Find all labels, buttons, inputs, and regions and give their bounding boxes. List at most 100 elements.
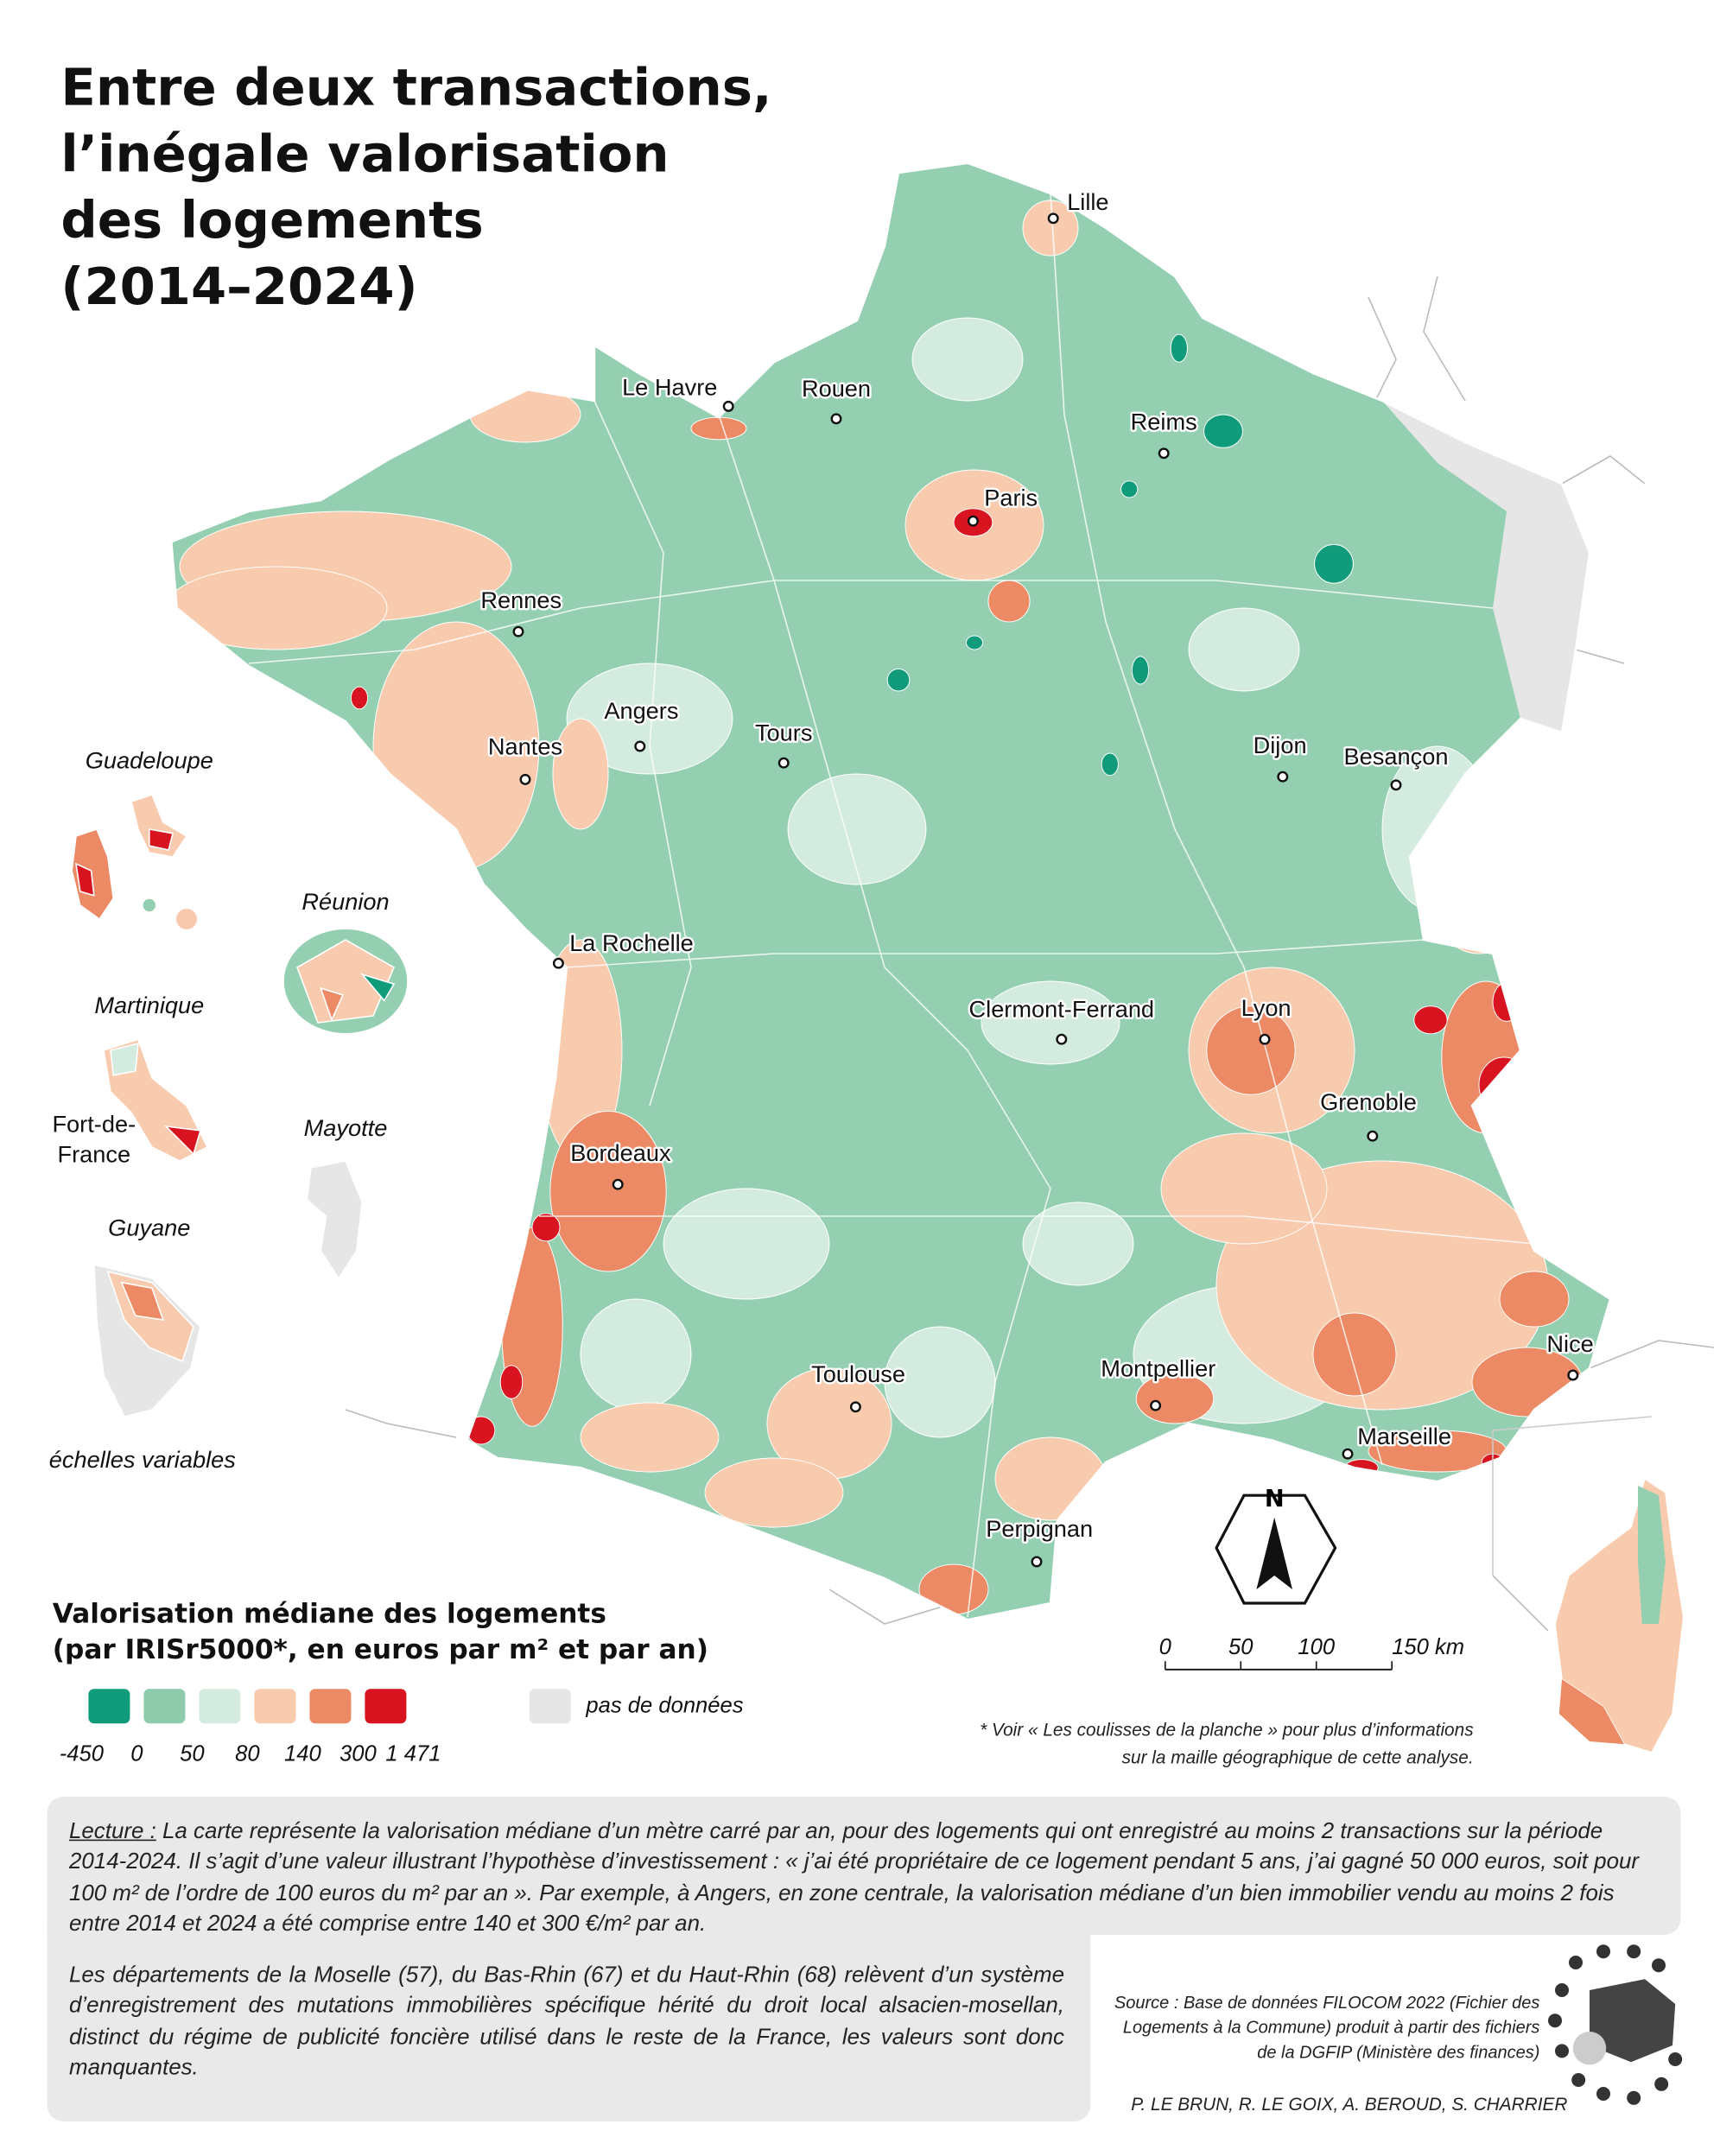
corsica-frame [1492,1575,1549,1632]
city-dot [849,1401,861,1413]
value-patch [886,668,911,692]
inset-label: Guyane [108,1214,190,1240]
city-dot [830,413,842,425]
source: Source : Base de données FILOCOM 2022 (F… [1114,1993,1540,2063]
inset-note: échelles variables [49,1446,237,1473]
title-line: Entre deux transactions, [60,58,771,117]
inset-label: Guadeloupe [86,747,213,774]
overseas-insets [71,794,409,1417]
value-patch [1471,1347,1584,1417]
reading-bg [47,1921,1091,2121]
inset-city: France [57,1141,130,1168]
city-dot [777,757,790,769]
reading-bg [47,1797,1681,1935]
value-patch [994,1436,1107,1521]
city-dot [1367,1130,1379,1142]
legend-title: (par IRISr5000*, en euros par m² et par … [53,1634,708,1665]
city-label: Toulouse [811,1360,905,1387]
city-dot [1031,1556,1043,1568]
city-dot [1567,1369,1579,1381]
neighbour-borders [345,276,1715,1625]
value-patch [911,317,1024,402]
value-patch [1203,414,1243,448]
value-patch [1499,1271,1570,1328]
city-label: Perpignan [986,1515,1093,1542]
value-patch [552,718,609,830]
reading-text: La carte représente la valorisation médi… [69,1818,1640,1937]
value-patch [1101,752,1119,777]
value-patch [787,773,927,885]
city-label: Nice [1546,1330,1593,1357]
city-label: Besançon [1344,743,1449,770]
legend-break: 140 [284,1741,321,1766]
value-patch [987,580,1031,623]
department-borders [248,193,1535,1618]
city-dot [512,625,524,637]
city-dot [1150,1399,1162,1411]
value-patch [1170,333,1188,363]
reading-box-inner: Lecture : La carte représente la valoris… [47,1797,1681,2121]
value-patch [580,1402,720,1473]
legend-break: 80 [235,1741,260,1766]
legend-break: 300 [340,1741,377,1766]
value-patch [1437,870,1521,954]
inset-label: Mayotte [304,1114,388,1141]
city-label: Le Havre [622,374,717,401]
value-patch [704,1457,844,1528]
value-patch [981,980,1120,1065]
city-dot [1056,1033,1068,1045]
footnote: * Voir « Les coulisses de la planche » p… [980,1721,1473,1741]
value-patch [1120,480,1139,498]
value-patch [965,635,984,650]
value-patch [1413,1005,1448,1035]
city-label: Montpellier [1101,1355,1215,1382]
footnote: sur la maille géographique de cette anal… [1122,1748,1474,1768]
alsace-note: Les départements de la Moselle (57), du … [69,1963,1064,2081]
legend-break: -450 [60,1741,105,1766]
city-label: Reims [1131,409,1197,435]
reading-label: Lecture : [69,1818,156,1844]
city-label: La Rochelle [569,929,694,956]
authors: P. LE BRUN, R. LE GOIX, A. BEROUD, S. CH… [1131,2094,1568,2115]
scale-label: 0 [1159,1635,1172,1659]
city-label: Tours [755,720,812,746]
scale-label: 150 km [1392,1635,1464,1659]
value-patch [1022,1202,1134,1286]
inset-label: Réunion [301,888,389,915]
value-patch [566,663,733,775]
city-label: Paris [984,485,1038,511]
city-dot [634,740,646,752]
legend-swatch [88,1689,130,1724]
scale-label: 100 [1298,1635,1335,1659]
title-line: (2014–2024) [60,257,417,316]
title-line: l’inégale valorisation [60,124,669,183]
corsica-frame [1492,1416,1653,1576]
city-label: Nantes [488,733,562,760]
scale-label: 50 [1228,1635,1254,1659]
city-dot [1047,212,1059,225]
city-label: Lyon [1241,994,1292,1021]
city-label: Rouen [802,375,871,402]
legend-break: 50 [180,1741,205,1766]
value-patch [171,566,388,650]
reading: Lecture : La carte représente la valoris… [69,1816,1659,1939]
legend-swatch [365,1689,407,1724]
city-dot [1158,447,1170,460]
city-label: Bordeaux [570,1139,671,1166]
legend-no-data [529,1689,571,1724]
city-dot [552,957,564,969]
value-patch [1344,1459,1379,1477]
inset-label: Martinique [94,992,204,1018]
corsica-patch [1558,1679,1624,1745]
north-arrow: N [1215,1486,1337,1605]
legend-break: 1 471 [385,1741,441,1766]
inset-city: Fort-de- [52,1110,136,1137]
city-dot [722,400,734,412]
north-label: N [1265,1486,1285,1512]
city-label: Clermont-Ferrand [969,996,1155,1023]
no-data-area [1382,401,1590,732]
city-label: Angers [604,697,678,724]
city-dot [1277,770,1289,783]
